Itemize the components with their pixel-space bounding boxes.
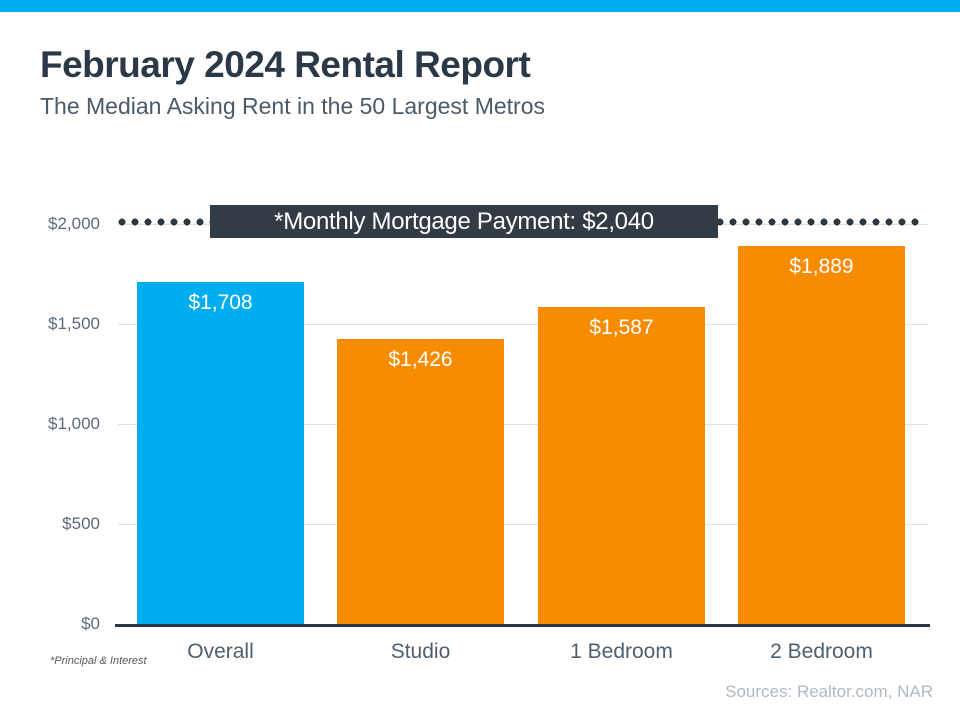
principal-interest-footnote: *Principal & Interest xyxy=(50,655,147,667)
bar-2-bedroom: $1,889 xyxy=(738,246,905,624)
y-axis-tick-label: $1,500 xyxy=(48,314,100,333)
y-axis-tick-label: $500 xyxy=(62,514,100,533)
page-title: February 2024 Rental Report xyxy=(40,44,531,85)
y-axis-tick-label: $1,000 xyxy=(48,414,100,433)
page-subtitle: The Median Asking Rent in the 50 Largest… xyxy=(40,93,546,119)
bar-value-label: $1,708 xyxy=(188,291,253,314)
bar-overall: $1,708 xyxy=(137,282,304,624)
mortgage-reference-label: *Monthly Mortgage Payment: $2,040 xyxy=(210,205,718,238)
x-axis-label-1-bedroom: 1 Bedroom xyxy=(570,640,673,663)
y-axis-tick-label: $0 xyxy=(81,614,100,633)
top-accent-bar xyxy=(0,0,960,12)
bar-value-label: $1,587 xyxy=(589,316,654,339)
x-axis-label-overall: Overall xyxy=(187,640,254,663)
gridline-1500 xyxy=(118,323,928,325)
gridline-1000 xyxy=(118,423,928,425)
bar-value-label: $1,889 xyxy=(789,255,854,278)
gridline-500 xyxy=(118,523,928,525)
y-axis-tick-label: $2,000 xyxy=(48,214,100,233)
bar-value-label: $1,426 xyxy=(388,348,453,371)
sources-attribution: Sources: Realtor.com, NAR xyxy=(725,682,933,701)
bar-1-bedroom: $1,587 xyxy=(538,307,705,624)
bar-studio: $1,426 xyxy=(337,339,504,624)
x-axis-label-studio: Studio xyxy=(390,640,451,663)
x-axis-label-2-bedroom: 2 Bedroom xyxy=(770,640,873,663)
x-axis-baseline xyxy=(115,624,930,627)
